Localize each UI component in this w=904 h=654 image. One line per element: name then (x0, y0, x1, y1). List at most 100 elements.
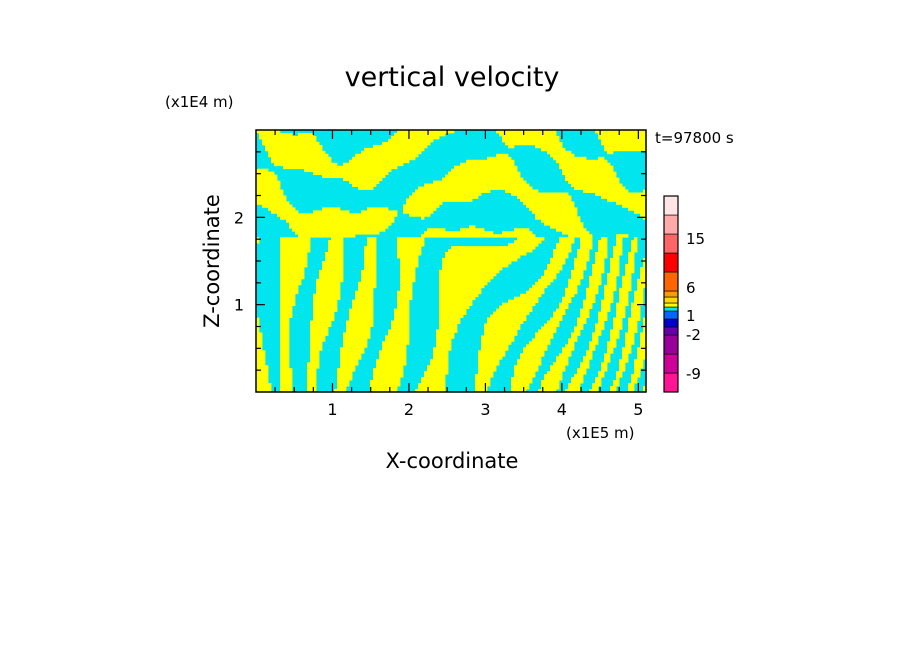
field-cell (595, 252, 608, 256)
field-cell (625, 263, 635, 268)
field-cell (322, 174, 386, 179)
field-cell (427, 365, 449, 369)
field-cell (280, 311, 293, 315)
field-cell (508, 144, 515, 149)
field-cell (310, 332, 329, 336)
field-cell (274, 162, 338, 167)
field-cell (571, 275, 584, 280)
field-cell (586, 296, 596, 301)
field-cell (310, 350, 320, 354)
field-cell (592, 335, 599, 339)
field-cell (628, 323, 638, 327)
field-cell (538, 278, 554, 283)
field-cell (601, 138, 646, 143)
field-cell (268, 153, 329, 158)
field-cell (478, 368, 497, 372)
x-tick-label: 5 (633, 400, 643, 419)
field-cell (571, 335, 578, 339)
field-cell (559, 165, 614, 170)
field-cell (595, 130, 646, 134)
field-cell (478, 356, 503, 360)
field-cell (544, 374, 563, 378)
field-cell (496, 130, 557, 134)
field-cell (280, 272, 305, 277)
field-cell (544, 222, 584, 226)
field-cell (514, 240, 542, 244)
field-cell (256, 377, 269, 381)
field-cell (328, 246, 344, 250)
field-cell (562, 168, 614, 173)
field-cell (616, 377, 620, 381)
field-cell (367, 243, 377, 247)
field-cell (574, 374, 584, 378)
field-cell (382, 141, 431, 146)
field-cell (415, 389, 446, 392)
field-cell (346, 329, 371, 333)
field-cell (280, 278, 302, 283)
field-cell (547, 266, 563, 271)
field-cell (634, 296, 644, 301)
field-cell (580, 243, 593, 247)
field-cell (535, 144, 563, 149)
field-cell (529, 341, 551, 345)
field-cell (256, 326, 260, 330)
field-cell (550, 365, 566, 369)
field-cell (361, 278, 377, 283)
field-cell (445, 174, 521, 179)
field-cell (442, 258, 518, 262)
field-cell (628, 261, 635, 265)
field-cell (358, 281, 377, 286)
field-cell (604, 147, 646, 152)
field-cell (280, 350, 290, 354)
field-cell (346, 320, 374, 324)
field-cell (310, 347, 323, 351)
field-cell (256, 201, 290, 205)
field-cell (361, 275, 377, 280)
field-cell (439, 296, 476, 301)
velocity-field (256, 130, 646, 392)
field-cell (439, 311, 467, 315)
field-cell (604, 287, 617, 292)
field-cell (565, 174, 617, 179)
field-cell (349, 317, 374, 321)
field-cell (580, 362, 590, 366)
field-cell (583, 359, 590, 363)
field-cell (598, 314, 608, 318)
field-cell (256, 335, 263, 339)
field-cell (589, 275, 602, 280)
field-cell (598, 249, 608, 253)
field-cell (568, 180, 620, 184)
field-cell (256, 174, 278, 179)
field-cell (517, 237, 545, 241)
field-cell (529, 207, 578, 211)
field-cell (310, 329, 329, 333)
field-cell (367, 240, 377, 244)
field-cell (340, 356, 362, 360)
field-cell (577, 323, 584, 327)
field-cell (562, 296, 572, 301)
field-cell (298, 234, 356, 238)
field-cell (574, 258, 590, 262)
field-cell (487, 156, 512, 161)
field-cell (508, 299, 539, 304)
field-cell (481, 335, 515, 339)
field-cell (571, 269, 584, 274)
field-cell (340, 350, 365, 354)
field-cell (580, 365, 590, 369)
field-cell (484, 323, 521, 327)
field-cell (631, 246, 638, 250)
field-cell (538, 389, 557, 392)
field-cell (382, 347, 407, 351)
field-cell (634, 371, 641, 375)
field-cell (493, 311, 530, 315)
field-cell (631, 380, 638, 384)
field-cell (322, 207, 341, 211)
field-cell (562, 347, 575, 351)
field-cell (454, 165, 518, 170)
field-cell (610, 329, 620, 333)
field-cell (616, 240, 623, 244)
field-cell (286, 219, 395, 223)
colorbar-segment (663, 353, 679, 374)
field-cell (544, 323, 560, 327)
field-cell (370, 386, 398, 390)
